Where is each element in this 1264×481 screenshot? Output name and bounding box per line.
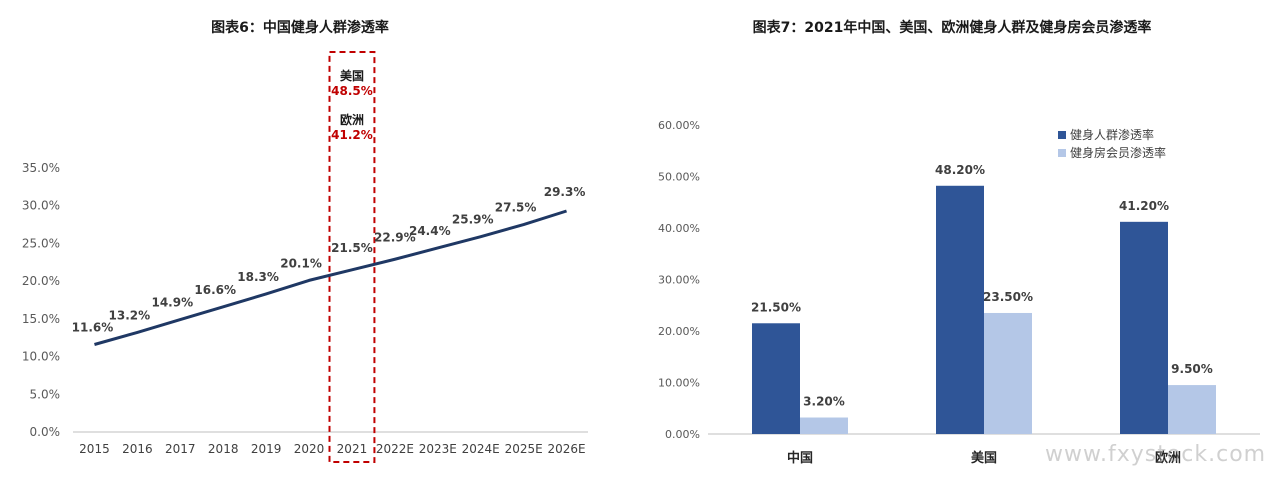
x-tick-label: 2017	[165, 442, 196, 456]
x-tick-label: 2020	[294, 442, 325, 456]
x-tick-label: 2026E	[547, 442, 585, 456]
data-label: 21.50%	[751, 300, 801, 314]
bar	[752, 323, 800, 434]
data-label: 25.9%	[452, 213, 494, 227]
bar	[984, 312, 1032, 434]
y-tick-label: 0.0%	[30, 425, 61, 439]
y-tick-label: 60.00%	[658, 119, 700, 132]
data-label: 22.9%	[374, 230, 416, 244]
data-label: 16.6%	[194, 283, 236, 297]
data-label: 9.50%	[1171, 362, 1213, 376]
y-tick-label: 20.0%	[22, 274, 60, 288]
data-label: 3.20%	[803, 395, 845, 409]
y-tick-label: 40.00%	[658, 222, 700, 235]
line-chart-panel: 图表6：中国健身人群渗透率 0.0% 5.0% 10.0% 15.0% 20.0% 25.…	[0, 0, 600, 481]
x-tick-label: 2018	[208, 442, 239, 456]
chart-title: 图表6：中国健身人群渗透率	[211, 20, 389, 36]
data-label: 11.6%	[72, 321, 114, 335]
x-tick-label: 2019	[251, 442, 282, 456]
highlight-note-value: 48.5%	[331, 84, 373, 98]
data-label: 24.4%	[409, 224, 451, 238]
x-tick-label: 欧洲	[1155, 450, 1181, 466]
x-tick-label: 2023E	[419, 442, 457, 456]
y-tick-label: 15.0%	[22, 312, 60, 326]
bar	[1120, 221, 1168, 434]
watermark: www.fxystock.com	[1045, 442, 1264, 467]
x-tick-label: 2022E	[376, 442, 414, 456]
y-tick-label: 25.0%	[22, 236, 60, 250]
x-tick-label: 2015	[79, 442, 110, 456]
data-label: 23.50%	[983, 290, 1033, 304]
x-tick-label: 中国	[787, 450, 813, 466]
highlight-note-value: 41.2%	[331, 128, 373, 142]
data-label: 18.3%	[237, 270, 279, 284]
data-label: 29.3%	[544, 185, 586, 199]
legend-swatch	[1058, 131, 1066, 139]
x-tick-label: 2016	[122, 442, 153, 456]
data-label: 20.1%	[280, 256, 322, 270]
bar	[800, 417, 848, 434]
highlight-note-label: 美国	[340, 68, 364, 83]
x-tick-label: 2025E	[505, 442, 543, 456]
x-tick-label: 2021	[337, 442, 368, 456]
data-label: 27.5%	[495, 201, 537, 215]
series-line	[94, 209, 567, 346]
data-label: 48.20%	[935, 163, 985, 177]
y-tick-label: 30.00%	[658, 274, 700, 287]
y-tick-label: 10.00%	[658, 377, 700, 390]
chart-title: 图表7：2021年中国、美国、欧洲健身人群及健身房会员渗透率	[752, 20, 1152, 36]
y-tick-label: 0.00%	[665, 428, 700, 441]
bar	[936, 185, 984, 434]
y-tick-label: 20.00%	[658, 325, 700, 338]
bar-chart: 0.00% 10.00% 20.00% 30.00% 40.00% 50.00% 60.00…	[658, 119, 1260, 466]
bar	[1168, 385, 1216, 434]
line-chart: 0.0% 5.0% 10.0% 15.0% 20.0% 25.0% 30.0% 35.0% 20…	[22, 51, 588, 463]
y-tick-label: 35.0%	[22, 161, 60, 175]
bar-chart-panel: 图表7：2021年中国、美国、欧洲健身人群及健身房会员渗透率 0.00% 10.0…	[640, 0, 1264, 481]
y-tick-label: 10.0%	[22, 350, 60, 364]
x-tick-label: 美国	[971, 450, 997, 466]
y-tick-label: 50.00%	[658, 171, 700, 184]
y-tick-label: 5.0%	[30, 387, 61, 401]
data-label: 13.2%	[109, 308, 151, 322]
x-tick-label: 2024E	[462, 442, 500, 456]
highlight-note-label: 欧洲	[340, 112, 364, 127]
highlight-box	[328, 51, 376, 463]
y-tick-label: 30.0%	[22, 199, 60, 213]
data-label: 41.20%	[1119, 199, 1169, 213]
data-label: 21.5%	[331, 241, 373, 255]
legend-swatch	[1058, 149, 1066, 157]
data-label: 14.9%	[151, 296, 193, 310]
legend-label: 健身房会员渗透率	[1070, 145, 1166, 160]
legend-label: 健身人群渗透率	[1070, 127, 1154, 142]
